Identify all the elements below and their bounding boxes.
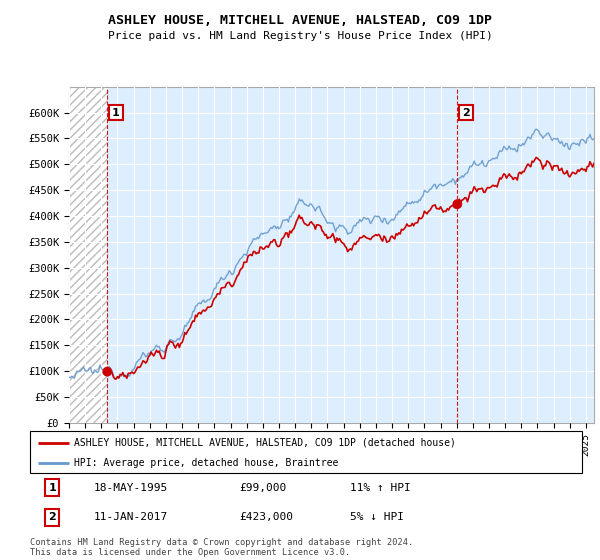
Text: Price paid vs. HM Land Registry's House Price Index (HPI): Price paid vs. HM Land Registry's House …	[107, 31, 493, 41]
Text: 1: 1	[112, 108, 120, 118]
Polygon shape	[69, 87, 107, 423]
Text: 2: 2	[462, 108, 470, 118]
Text: Contains HM Land Registry data © Crown copyright and database right 2024.
This d: Contains HM Land Registry data © Crown c…	[30, 538, 413, 557]
Text: 11% ↑ HPI: 11% ↑ HPI	[350, 483, 411, 493]
Text: 11-JAN-2017: 11-JAN-2017	[94, 512, 168, 522]
Text: £423,000: £423,000	[240, 512, 294, 522]
Text: 2: 2	[48, 512, 56, 522]
Text: £99,000: £99,000	[240, 483, 287, 493]
Text: ASHLEY HOUSE, MITCHELL AVENUE, HALSTEAD, CO9 1DP (detached house): ASHLEY HOUSE, MITCHELL AVENUE, HALSTEAD,…	[74, 438, 456, 448]
Point	[452, 200, 462, 209]
Text: HPI: Average price, detached house, Braintree: HPI: Average price, detached house, Brai…	[74, 458, 338, 468]
Polygon shape	[69, 87, 109, 319]
Point	[103, 367, 112, 376]
Text: 5% ↓ HPI: 5% ↓ HPI	[350, 512, 404, 522]
Text: 1: 1	[48, 483, 56, 493]
Text: 18-MAY-1995: 18-MAY-1995	[94, 483, 168, 493]
Text: ASHLEY HOUSE, MITCHELL AVENUE, HALSTEAD, CO9 1DP: ASHLEY HOUSE, MITCHELL AVENUE, HALSTEAD,…	[108, 14, 492, 27]
